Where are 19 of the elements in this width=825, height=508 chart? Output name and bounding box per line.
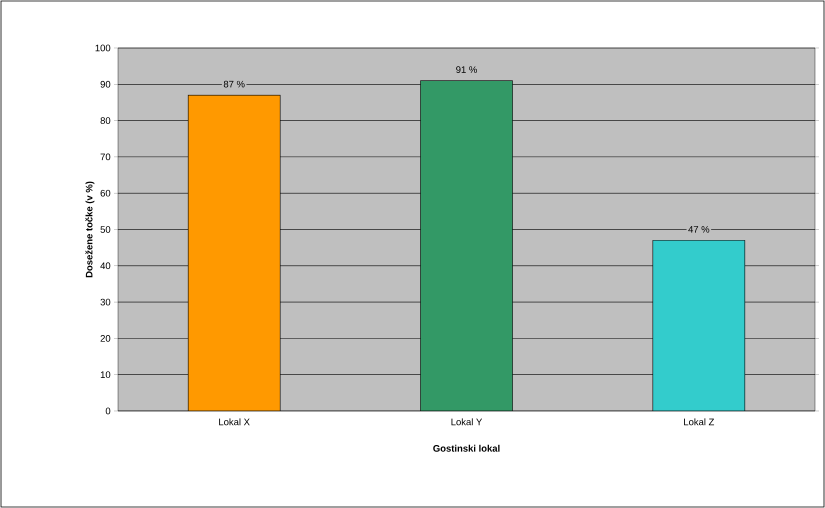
y-axis-title: Dosežene točke (v %) [85, 182, 94, 278]
y-tick-label: 20 [100, 335, 110, 342]
y-tick-label: 40 [100, 262, 110, 270]
y-tick-label: 100 [96, 44, 110, 52]
x-tick-label: Lokal Z [684, 418, 714, 426]
data-label: 91 % [456, 66, 477, 73]
y-tick-label: 80 [100, 117, 110, 124]
x-axis-title: Gostinski lokal [433, 444, 500, 452]
data-label: 47 % [688, 226, 710, 233]
y-tick-label: 30 [100, 298, 110, 306]
y-tick-label: 90 [100, 80, 110, 88]
y-tick-label: 10 [100, 371, 110, 378]
x-tick-label: Lokal Y [452, 418, 482, 426]
data-label: 87 % [224, 80, 245, 88]
y-tick-label: 70 [100, 154, 110, 160]
x-tick-label: Lokal X [219, 418, 250, 426]
y-tick-label: 60 [100, 190, 110, 197]
y-tick-label: 50 [100, 226, 110, 233]
y-tick-label: 0 [106, 408, 110, 414]
